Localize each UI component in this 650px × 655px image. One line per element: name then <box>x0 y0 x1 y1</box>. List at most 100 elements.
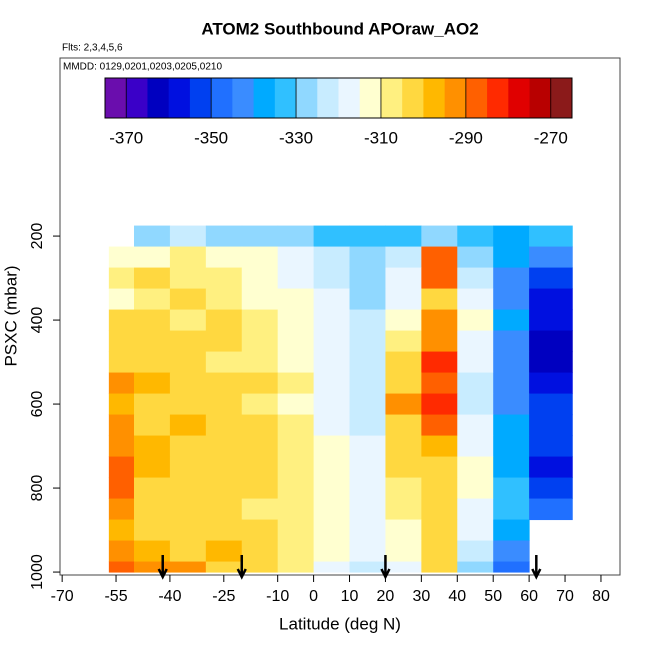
heat-cell <box>349 288 386 311</box>
heat-cell <box>108 351 135 374</box>
heat-cell <box>457 330 494 353</box>
heat-cell <box>457 414 494 437</box>
heat-cell <box>349 393 386 416</box>
heat-cell <box>241 267 279 290</box>
x-tick-label: 30 <box>412 588 430 605</box>
heat-cell <box>529 309 573 332</box>
colorbar-swatch <box>508 78 531 118</box>
y-tick-label: 600 <box>29 391 46 418</box>
heat-cell <box>277 246 315 269</box>
heat-cell <box>277 498 315 521</box>
heat-cell <box>169 246 207 269</box>
heat-cell <box>529 435 573 458</box>
heat-cell <box>457 225 494 248</box>
heat-cell <box>529 246 573 269</box>
heat-cell <box>241 477 279 500</box>
heat-cell <box>313 540 351 563</box>
heat-cell <box>241 498 279 521</box>
heat-cell <box>313 393 351 416</box>
heat-cell <box>349 267 386 290</box>
heat-cell <box>529 498 573 521</box>
heat-cell <box>277 351 315 374</box>
x-tick-label: -10 <box>266 588 289 605</box>
heat-cell <box>133 225 171 248</box>
y-tick-label: 200 <box>29 223 46 250</box>
heat-cell <box>385 309 422 332</box>
y-tick-label: 1000 <box>29 554 46 590</box>
heat-cell <box>493 225 530 248</box>
colorbar-tick-label: -370 <box>109 128 143 147</box>
heat-cell <box>205 246 243 269</box>
heat-cell <box>241 456 279 479</box>
colorbar-swatch <box>232 78 255 118</box>
heat-cell <box>313 456 351 479</box>
x-tick-label: -70 <box>51 588 74 605</box>
colorbar-swatch <box>274 78 297 118</box>
colorbar-swatch <box>105 78 127 118</box>
heat-cell <box>241 414 279 437</box>
heat-cell <box>349 225 386 248</box>
heat-cell <box>529 330 573 353</box>
heat-cell <box>169 351 207 374</box>
heat-cell <box>133 561 171 573</box>
heat-cell <box>457 288 494 311</box>
heat-cell <box>529 225 573 248</box>
heat-cell <box>169 540 207 563</box>
heat-cell <box>421 414 458 437</box>
heat-cell <box>277 309 315 332</box>
colorbar-swatch <box>444 78 467 118</box>
heat-cell <box>133 393 171 416</box>
heat-cell <box>529 267 573 290</box>
x-tick-label: 20 <box>377 588 395 605</box>
heat-cell <box>421 456 458 479</box>
heat-cell <box>205 561 243 573</box>
heat-cell <box>349 435 386 458</box>
heat-cell <box>421 288 458 311</box>
heat-cell <box>349 498 386 521</box>
heat-cell <box>529 456 573 479</box>
heat-cell <box>277 540 315 563</box>
heat-cell <box>421 246 458 269</box>
x-tick-label: -40 <box>158 588 181 605</box>
heat-cell <box>133 288 171 311</box>
colorbar-frame <box>104 77 573 119</box>
heat-cell <box>241 330 279 353</box>
colorbar-tick-label: -350 <box>194 128 228 147</box>
heat-cell <box>241 351 279 374</box>
heat-cell <box>313 330 351 353</box>
heat-cell <box>421 351 458 374</box>
heat-cell <box>133 330 171 353</box>
x-axis-label: Latitude (deg N) <box>279 614 401 633</box>
heat-cell <box>108 540 135 563</box>
heat-cell <box>205 519 243 542</box>
heat-cell <box>169 477 207 500</box>
heat-cell <box>385 225 422 248</box>
heat-cell <box>457 561 494 573</box>
heat-cell <box>133 267 171 290</box>
heat-cell <box>133 246 171 269</box>
heat-cell <box>108 393 135 416</box>
heat-cell <box>169 435 207 458</box>
heat-cell <box>205 309 243 332</box>
x-tick-label: 60 <box>520 588 538 605</box>
heat-cell <box>241 519 279 542</box>
heat-cell <box>277 393 315 416</box>
heat-cell <box>241 225 279 248</box>
heat-cell <box>313 414 351 437</box>
heat-cell <box>349 519 386 542</box>
heat-cell <box>421 372 458 395</box>
heat-cell <box>385 540 422 563</box>
heat-cell <box>205 372 243 395</box>
heat-cell <box>421 477 458 500</box>
heat-cell <box>241 246 279 269</box>
heat-cell <box>313 435 351 458</box>
heat-cell <box>493 435 530 458</box>
chart-title: ATOM2 Southbound APOraw_AO2 <box>201 19 478 38</box>
heat-cell <box>169 372 207 395</box>
heat-cell <box>277 456 315 479</box>
heat-cell <box>457 540 494 563</box>
heat-cell <box>205 288 243 311</box>
heat-cell <box>108 246 135 269</box>
heat-cell <box>349 309 386 332</box>
colorbar-swatch <box>126 78 148 118</box>
